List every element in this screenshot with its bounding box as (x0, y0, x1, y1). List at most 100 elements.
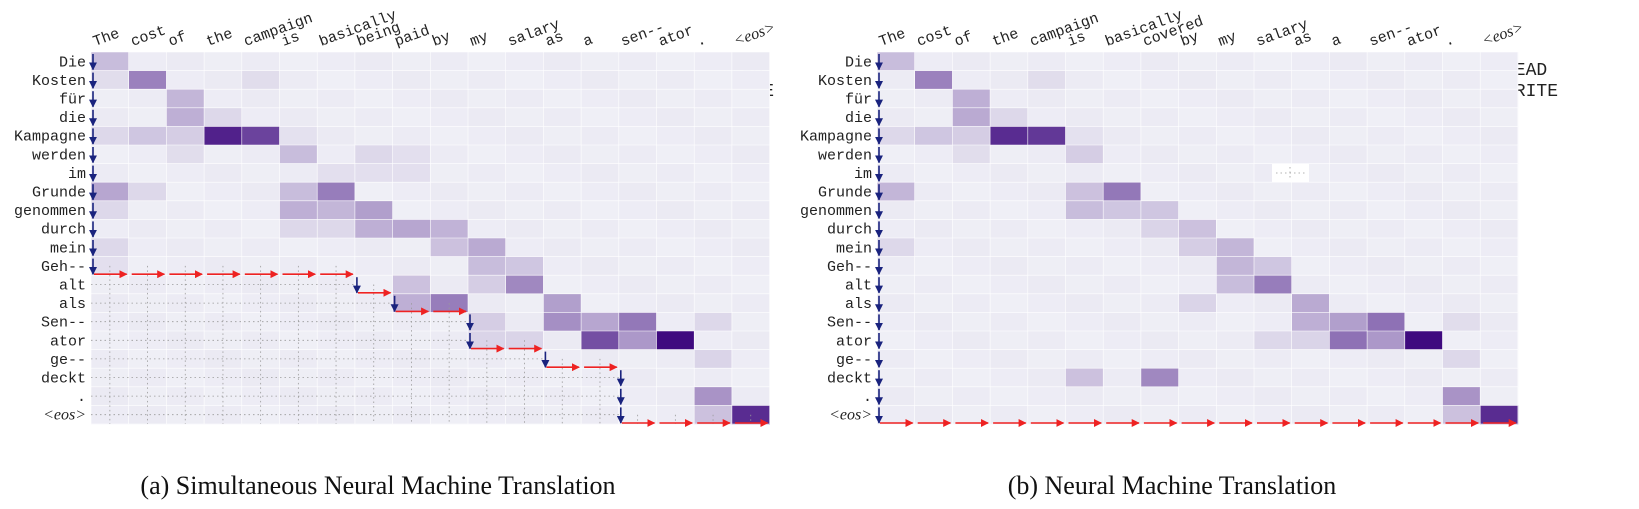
heatmap-cell (1404, 219, 1443, 239)
heatmap-cell (1065, 89, 1104, 109)
heatmap-cell (952, 368, 991, 388)
heatmap-cell (952, 349, 991, 369)
heatmap-cell (430, 200, 469, 220)
x-tick-label: is (279, 29, 302, 51)
heatmap-cell (694, 107, 733, 127)
heatmap-cell (581, 126, 620, 146)
heatmap-cell (354, 200, 393, 220)
heatmap-cell (1442, 89, 1481, 109)
heatmap-cell (1329, 386, 1368, 406)
heatmap-cell (1404, 238, 1443, 257)
heatmap-cell (1254, 386, 1292, 406)
panel-nmt: (b) Neural Machine Translation READ WRIT… (800, 7, 1558, 500)
heatmap-cell (1291, 70, 1330, 90)
heatmap-cell (1027, 331, 1066, 350)
heatmap-cell (731, 219, 770, 239)
heatmap-cell (1404, 368, 1443, 388)
heatmap-cell (1178, 238, 1217, 257)
heatmap-cell (204, 126, 243, 146)
heatmap-cell (430, 107, 469, 127)
heatmap-cell (990, 163, 1029, 183)
heatmap-cell (618, 89, 657, 109)
x-tick-label: <eos> (1480, 19, 1526, 50)
heatmap-cell (1442, 70, 1481, 90)
heatmap-cell (1027, 182, 1066, 202)
x-tick-label: by (430, 29, 453, 51)
heatmap-cell (279, 238, 318, 257)
heatmap-cell (1291, 89, 1330, 109)
heatmap-cell (166, 368, 205, 388)
heatmap-cell (1367, 182, 1406, 202)
x-tick-label: cost (129, 22, 169, 50)
caption-b: (b) Neural Machine Translation (1008, 471, 1337, 500)
heatmap-cell (1291, 331, 1330, 350)
heatmap-cell (279, 70, 318, 90)
heatmap-cell (952, 70, 991, 90)
heatmap-cell (505, 126, 544, 146)
heatmap-cell (914, 405, 953, 425)
heatmap-cell (505, 163, 544, 183)
heatmap-cell (1404, 70, 1443, 90)
heatmap-cell (354, 238, 393, 257)
heatmap-cell (990, 405, 1029, 425)
heatmap-cell (990, 238, 1029, 257)
y-tick-label: werden (32, 147, 86, 164)
heatmap-cell (1291, 275, 1330, 295)
heatmap-cell (354, 256, 393, 276)
heatmap-cell (1367, 145, 1406, 164)
heatmap-cell (241, 107, 280, 127)
heatmap-cell (1254, 405, 1292, 425)
heatmap-cell (1480, 312, 1519, 332)
heatmap-cell (468, 163, 506, 183)
heatmap-cell (392, 275, 431, 295)
heatmap-cell (128, 219, 167, 239)
heatmap-cell (1291, 52, 1330, 71)
y-tick-label: deckt (827, 371, 872, 388)
heatmap-cell (1140, 405, 1179, 425)
heatmap-cell (1442, 200, 1481, 220)
heatmap-cell (1216, 368, 1255, 388)
x-tick-label: a (581, 32, 595, 51)
heatmap-cell (1442, 368, 1481, 388)
heatmap-cell (618, 182, 657, 202)
y-tick-label: Die (845, 54, 872, 71)
heatmap-cell (468, 293, 506, 313)
heatmap-cell (1291, 405, 1330, 425)
heatmap-cell (128, 145, 167, 164)
heatmap-cell (430, 238, 469, 257)
heatmap-cell (505, 89, 544, 109)
y-tick-label: ator (50, 333, 86, 350)
heatmap-cell (505, 293, 544, 313)
heatmap-cell (1065, 182, 1104, 202)
x-tick-label: cost (915, 22, 955, 50)
heatmap-cell (279, 163, 318, 183)
heatmap-cell (1140, 219, 1179, 239)
heatmap-cell (1103, 275, 1142, 295)
heatmap-cell (914, 182, 953, 202)
heatmap-cell (166, 52, 205, 71)
policy-path (89, 54, 769, 427)
heatmap-cell (1367, 293, 1406, 313)
y-tick-label: genommen (14, 203, 86, 220)
heatmap-cell (317, 386, 356, 406)
heatmap-cell (468, 219, 506, 239)
heatmap-cell (618, 52, 657, 71)
heatmap-cell (1103, 200, 1142, 220)
heatmap-cell (91, 219, 129, 239)
heatmap-cell (241, 163, 280, 183)
heatmap-cell (656, 349, 695, 369)
heatmap-cell (731, 275, 770, 295)
heatmap-cell (543, 405, 582, 425)
heatmap-cell (914, 349, 953, 369)
heatmap-cell (1178, 312, 1217, 332)
heatmap-cell (1103, 126, 1142, 146)
heatmap-cell (990, 331, 1029, 350)
heatmap-cell (1367, 275, 1406, 295)
heatmap-cell (731, 89, 770, 109)
heatmap-cell (1254, 145, 1292, 164)
heatmap-cell (430, 70, 469, 90)
heatmap-cell (505, 200, 544, 220)
heatmap-cell (694, 70, 733, 90)
